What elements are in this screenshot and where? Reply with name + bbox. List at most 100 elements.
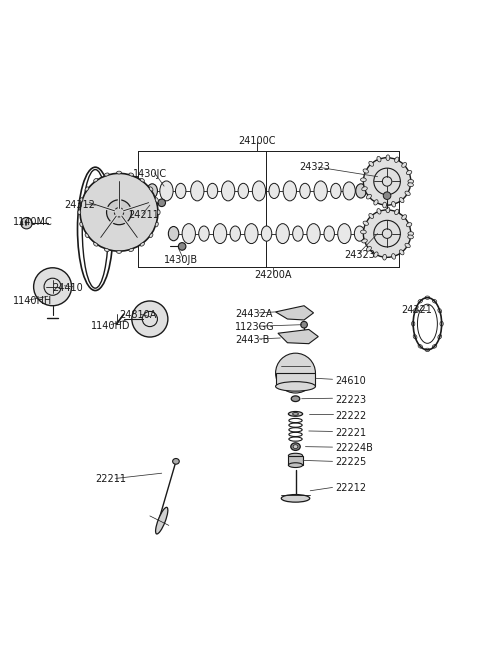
Text: 22223: 22223 — [335, 395, 366, 405]
Ellipse shape — [362, 239, 367, 243]
Ellipse shape — [324, 226, 335, 241]
Text: 24211: 24211 — [129, 210, 159, 219]
Ellipse shape — [392, 202, 396, 207]
Bar — [288, 456, 302, 465]
Ellipse shape — [291, 396, 300, 401]
Ellipse shape — [360, 178, 366, 182]
Text: 24323: 24323 — [344, 250, 375, 260]
Circle shape — [363, 210, 411, 258]
Ellipse shape — [252, 181, 265, 201]
Circle shape — [384, 192, 391, 200]
Ellipse shape — [366, 194, 372, 199]
Ellipse shape — [386, 155, 390, 160]
Ellipse shape — [374, 200, 378, 205]
Text: 24323: 24323 — [300, 162, 330, 172]
Ellipse shape — [395, 209, 399, 215]
Ellipse shape — [156, 507, 168, 534]
Ellipse shape — [374, 252, 378, 258]
Ellipse shape — [283, 181, 297, 201]
Ellipse shape — [386, 207, 390, 213]
Text: 22224B: 22224B — [335, 443, 373, 453]
Ellipse shape — [356, 184, 366, 198]
Ellipse shape — [377, 208, 381, 214]
Ellipse shape — [402, 162, 407, 168]
Ellipse shape — [288, 411, 302, 417]
Ellipse shape — [80, 222, 83, 227]
Polygon shape — [278, 329, 318, 344]
Ellipse shape — [405, 191, 410, 196]
Ellipse shape — [372, 227, 383, 240]
Ellipse shape — [314, 181, 327, 201]
Text: 1430JB: 1430JB — [164, 255, 198, 265]
Ellipse shape — [392, 254, 396, 260]
Ellipse shape — [191, 181, 204, 201]
Text: 24321: 24321 — [401, 306, 432, 315]
Ellipse shape — [269, 183, 279, 198]
Ellipse shape — [363, 221, 369, 225]
Ellipse shape — [383, 202, 386, 208]
Ellipse shape — [207, 183, 218, 198]
Circle shape — [80, 173, 158, 251]
Text: 1140HH: 1140HH — [13, 296, 52, 306]
Ellipse shape — [369, 214, 373, 218]
Text: 2443·B: 2443·B — [235, 335, 270, 345]
Ellipse shape — [402, 215, 407, 219]
Ellipse shape — [199, 226, 209, 241]
Circle shape — [158, 199, 166, 206]
Ellipse shape — [173, 459, 179, 464]
Ellipse shape — [155, 222, 158, 227]
Ellipse shape — [157, 210, 160, 215]
Circle shape — [384, 215, 391, 223]
Circle shape — [276, 353, 315, 393]
Ellipse shape — [78, 210, 81, 215]
Circle shape — [132, 301, 168, 337]
Ellipse shape — [399, 198, 404, 202]
Polygon shape — [276, 306, 313, 320]
Ellipse shape — [383, 254, 386, 260]
Ellipse shape — [147, 184, 157, 198]
Ellipse shape — [407, 170, 412, 175]
Ellipse shape — [261, 226, 272, 241]
Ellipse shape — [245, 223, 258, 244]
Ellipse shape — [117, 250, 121, 254]
Ellipse shape — [363, 169, 369, 173]
Text: 1140HD: 1140HD — [91, 321, 130, 331]
Ellipse shape — [405, 243, 410, 248]
Text: 24100C: 24100C — [238, 136, 276, 146]
Ellipse shape — [276, 223, 289, 244]
Text: 1140MC: 1140MC — [13, 217, 53, 227]
Ellipse shape — [364, 225, 377, 242]
Ellipse shape — [338, 223, 351, 244]
Ellipse shape — [105, 248, 109, 252]
Ellipse shape — [288, 463, 302, 468]
Circle shape — [21, 217, 32, 229]
Text: 24410: 24410 — [53, 283, 84, 293]
Ellipse shape — [85, 233, 89, 238]
Ellipse shape — [80, 198, 83, 202]
Ellipse shape — [85, 187, 89, 191]
Ellipse shape — [399, 250, 404, 255]
Text: 22222: 22222 — [335, 411, 366, 420]
Ellipse shape — [238, 183, 249, 198]
Ellipse shape — [149, 233, 153, 238]
Ellipse shape — [366, 246, 372, 251]
Text: 22225: 22225 — [335, 457, 366, 467]
Ellipse shape — [362, 187, 367, 191]
Ellipse shape — [221, 181, 235, 201]
Ellipse shape — [160, 181, 173, 201]
Ellipse shape — [343, 182, 355, 200]
Ellipse shape — [360, 230, 366, 234]
Ellipse shape — [354, 226, 365, 241]
Text: 22211: 22211 — [96, 474, 126, 484]
Ellipse shape — [129, 248, 133, 252]
Ellipse shape — [140, 178, 144, 182]
Ellipse shape — [288, 453, 302, 458]
Bar — [276, 373, 315, 386]
Ellipse shape — [182, 223, 195, 244]
Ellipse shape — [149, 187, 153, 191]
Ellipse shape — [408, 235, 413, 239]
Text: 1430JC: 1430JC — [133, 170, 168, 179]
Text: 24810A: 24810A — [119, 310, 156, 320]
Ellipse shape — [117, 171, 121, 174]
Text: 1123GG: 1123GG — [235, 322, 275, 332]
